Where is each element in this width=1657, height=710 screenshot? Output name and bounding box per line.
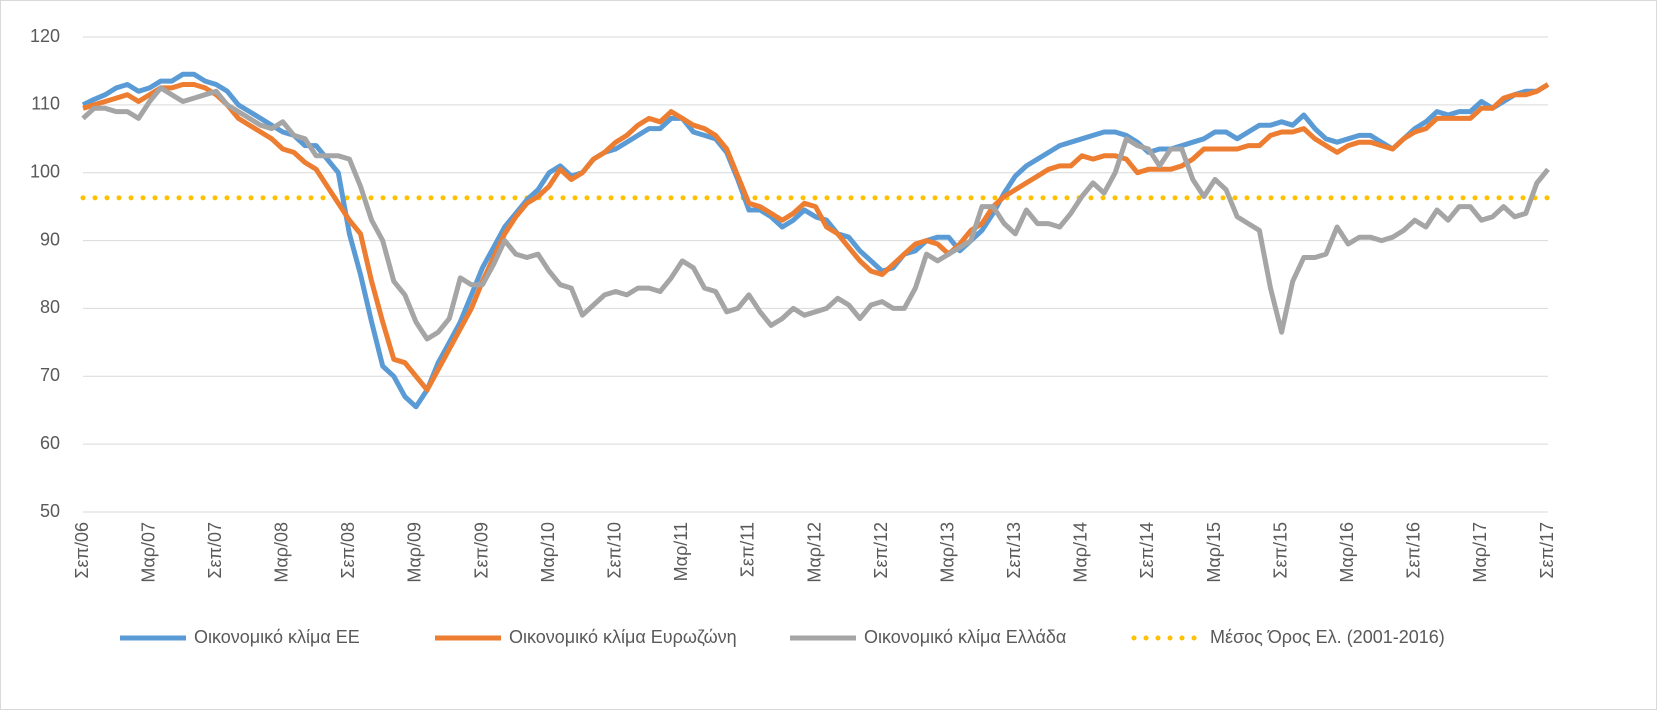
series-line <box>81 71 1550 410</box>
x-tick-label: Σεπ/06 <box>72 522 92 579</box>
x-tick-label: Μαρ/14 <box>1071 522 1091 583</box>
x-tick-label: Σεπ/15 <box>1270 522 1290 579</box>
x-tick-label: Σεπ/10 <box>604 522 624 579</box>
y-tick-label: 100 <box>30 161 60 181</box>
series-line <box>82 82 1550 393</box>
x-tick-label: Μαρ/11 <box>671 522 691 581</box>
x-tick-label: Μαρ/08 <box>272 522 292 583</box>
legend-label: Μέσος Όρος Ελ. (2001-2016) <box>1210 627 1445 647</box>
x-tick-label: Σεπ/17 <box>1537 522 1557 579</box>
x-tick-label: Σεπ/12 <box>871 522 891 579</box>
x-tick-label: Σεπ/07 <box>205 522 225 579</box>
x-tick-label: Σεπ/08 <box>338 522 358 579</box>
x-tick-label: Σεπ/14 <box>1137 522 1157 579</box>
x-tick-label: Μαρ/10 <box>538 522 558 583</box>
y-tick-label: 80 <box>40 297 60 317</box>
x-tick-label: Μαρ/17 <box>1470 522 1490 583</box>
x-tick-label: Μαρ/16 <box>1337 522 1357 583</box>
x-tick-label: Μαρ/07 <box>138 522 158 583</box>
y-tick-label: 110 <box>31 94 60 114</box>
x-tick-label: Μαρ/09 <box>405 522 425 583</box>
x-tick-label: Μαρ/12 <box>804 522 824 583</box>
x-tick-label: Μαρ/13 <box>937 522 957 583</box>
x-tick-label: Σεπ/13 <box>1004 522 1024 579</box>
y-tick-label: 90 <box>40 229 60 249</box>
y-tick-label: 120 <box>30 26 60 46</box>
x-tick-label: Σεπ/16 <box>1404 522 1424 579</box>
x-tick-label: Μαρ/15 <box>1204 522 1224 583</box>
x-tick-label: Σεπ/09 <box>471 522 491 579</box>
y-tick-label: 70 <box>40 365 60 385</box>
x-tick-label: Σεπ/11 <box>738 522 758 577</box>
legend-label: Οικονομικό κλίμα Ελλάδα <box>864 627 1066 647</box>
legend-label: Οικονομικό κλίμα Ευρωζώνη <box>509 627 737 647</box>
series-line <box>81 85 1550 342</box>
y-tick-label: 50 <box>40 501 60 521</box>
legend-label: Οικονομικό κλίμα ΕΕ <box>194 627 360 647</box>
y-tick-label: 60 <box>40 433 60 453</box>
